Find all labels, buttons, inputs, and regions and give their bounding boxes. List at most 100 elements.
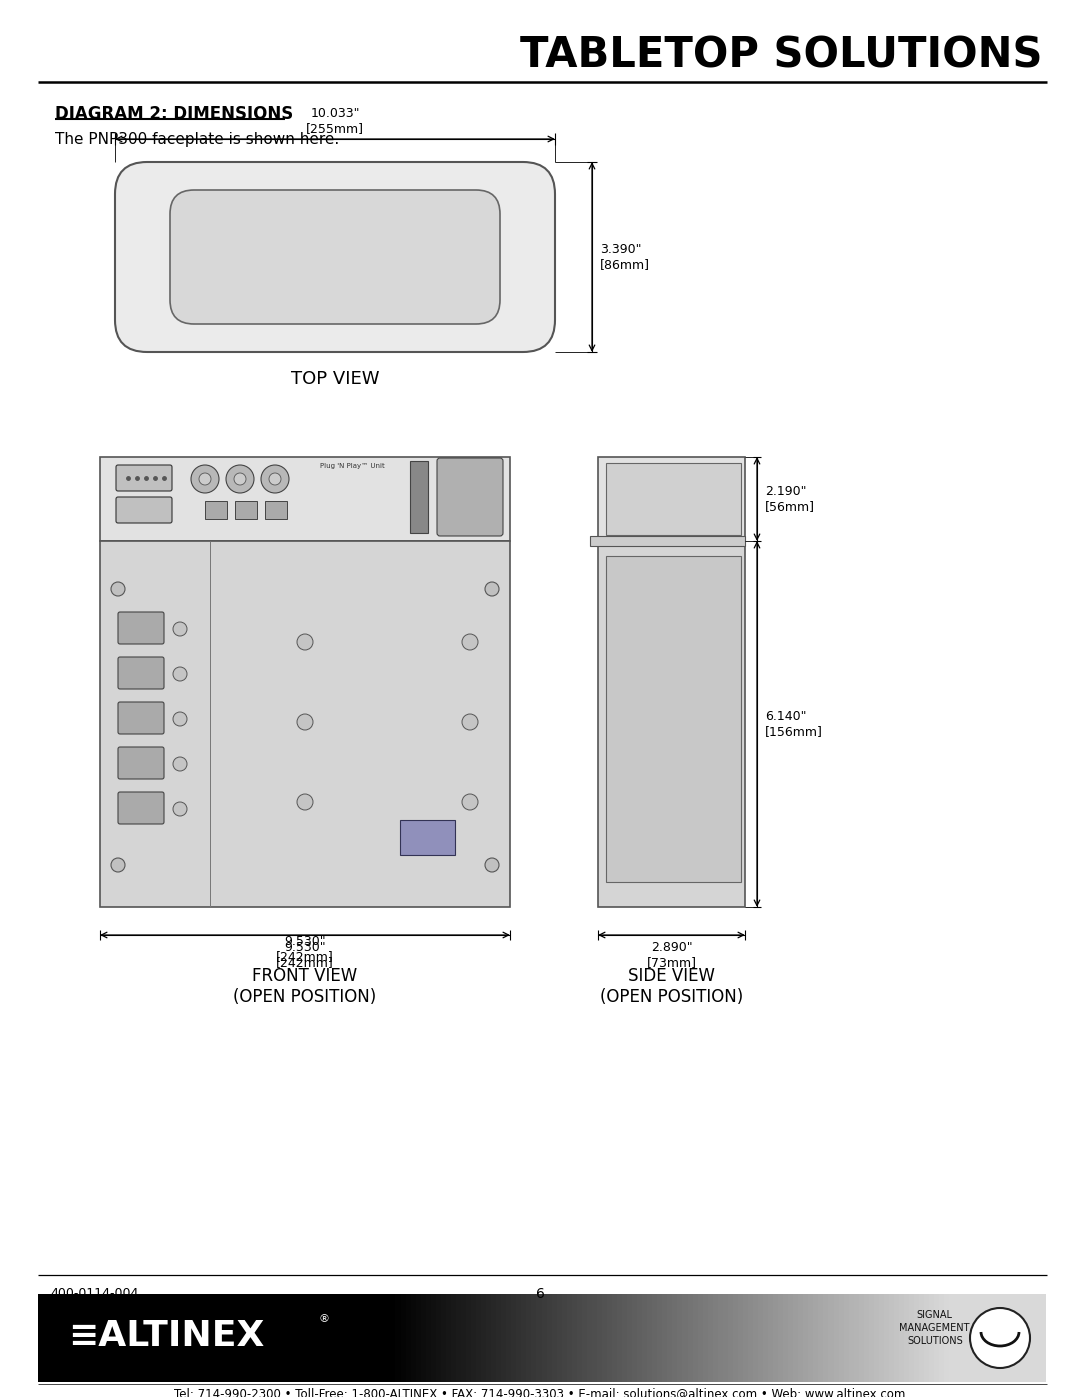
Bar — [244, 1294, 251, 1382]
Text: 6: 6 — [536, 1287, 544, 1301]
Bar — [265, 502, 287, 520]
Bar — [179, 1294, 185, 1382]
Bar — [652, 1294, 659, 1382]
Bar — [526, 1294, 532, 1382]
Bar — [119, 1294, 124, 1382]
Bar — [416, 1294, 421, 1382]
Bar — [153, 1294, 160, 1382]
FancyBboxPatch shape — [118, 657, 164, 689]
Bar — [738, 1294, 744, 1382]
Bar — [400, 820, 455, 855]
Bar — [929, 1294, 935, 1382]
Bar — [909, 1294, 915, 1382]
Bar — [677, 1294, 684, 1382]
Circle shape — [462, 634, 478, 650]
Bar — [522, 1294, 527, 1382]
Bar — [813, 1294, 820, 1382]
Bar — [1035, 1294, 1041, 1382]
Bar — [240, 1294, 245, 1382]
Circle shape — [111, 583, 125, 597]
Bar — [295, 1294, 301, 1382]
Text: 400-0114-004: 400-0114-004 — [50, 1287, 138, 1301]
Bar — [874, 1294, 880, 1382]
Circle shape — [485, 583, 499, 597]
Bar — [274, 1294, 281, 1382]
Bar — [406, 1294, 411, 1382]
Text: DIAGRAM 2: DIMENSIONS: DIAGRAM 2: DIMENSIONS — [55, 105, 294, 123]
Text: 10.033"
[255mm]: 10.033" [255mm] — [306, 108, 364, 136]
Bar — [89, 1294, 94, 1382]
Bar — [1010, 1294, 1016, 1382]
FancyBboxPatch shape — [437, 458, 503, 536]
Bar — [49, 1294, 54, 1382]
FancyBboxPatch shape — [170, 190, 500, 324]
Bar — [426, 1294, 432, 1382]
Bar — [476, 1294, 482, 1382]
Text: ®: ® — [318, 1313, 329, 1323]
Bar — [955, 1294, 960, 1382]
Bar — [113, 1294, 120, 1382]
Bar — [940, 1294, 945, 1382]
Circle shape — [297, 634, 313, 650]
Bar — [692, 1294, 699, 1382]
Bar — [73, 1294, 79, 1382]
Circle shape — [297, 793, 313, 810]
Text: The PNP300 faceplate is shown here.: The PNP300 faceplate is shown here. — [55, 131, 339, 147]
Circle shape — [173, 622, 187, 636]
Bar — [501, 1294, 508, 1382]
Bar — [1000, 1294, 1005, 1382]
Bar — [974, 1294, 981, 1382]
Bar — [647, 1294, 653, 1382]
Bar — [843, 1294, 850, 1382]
Bar — [597, 1294, 603, 1382]
Bar — [446, 1294, 451, 1382]
Bar — [471, 1294, 477, 1382]
Bar — [289, 1294, 296, 1382]
FancyBboxPatch shape — [118, 612, 164, 644]
Bar — [758, 1294, 764, 1382]
Bar — [516, 1294, 523, 1382]
Bar — [1025, 1294, 1031, 1382]
Bar — [335, 1294, 341, 1382]
Bar — [959, 1294, 966, 1382]
Bar — [764, 1294, 769, 1382]
Bar — [546, 1294, 553, 1382]
Bar — [934, 1294, 941, 1382]
FancyBboxPatch shape — [114, 162, 555, 352]
Bar — [995, 1294, 1001, 1382]
Bar — [889, 1294, 895, 1382]
Bar — [592, 1294, 598, 1382]
Bar — [944, 1294, 950, 1382]
Bar — [234, 1294, 241, 1382]
Bar — [606, 556, 741, 882]
Bar — [637, 1294, 644, 1382]
Bar — [491, 1294, 497, 1382]
Bar — [683, 1294, 689, 1382]
Bar — [698, 1294, 704, 1382]
Bar — [355, 1294, 361, 1382]
Bar — [194, 1294, 200, 1382]
Bar — [63, 1294, 69, 1382]
Bar — [879, 1294, 885, 1382]
Bar — [864, 1294, 869, 1382]
Bar — [249, 1294, 256, 1382]
Text: 9.530"
[242mm]: 9.530" [242mm] — [276, 935, 334, 963]
Bar — [370, 1294, 376, 1382]
Bar — [773, 1294, 779, 1382]
Bar — [537, 1294, 542, 1382]
Bar — [210, 1294, 215, 1382]
Bar — [486, 1294, 492, 1382]
Bar — [828, 1294, 835, 1382]
Bar — [819, 1294, 824, 1382]
Bar — [859, 1294, 865, 1382]
Bar — [104, 1294, 109, 1382]
Bar — [300, 1294, 306, 1382]
Circle shape — [234, 474, 246, 485]
Circle shape — [173, 666, 187, 680]
Bar — [43, 1294, 49, 1382]
Bar — [753, 1294, 759, 1382]
FancyBboxPatch shape — [118, 792, 164, 824]
Bar — [123, 1294, 130, 1382]
Bar — [617, 1294, 623, 1382]
Bar — [713, 1294, 718, 1382]
